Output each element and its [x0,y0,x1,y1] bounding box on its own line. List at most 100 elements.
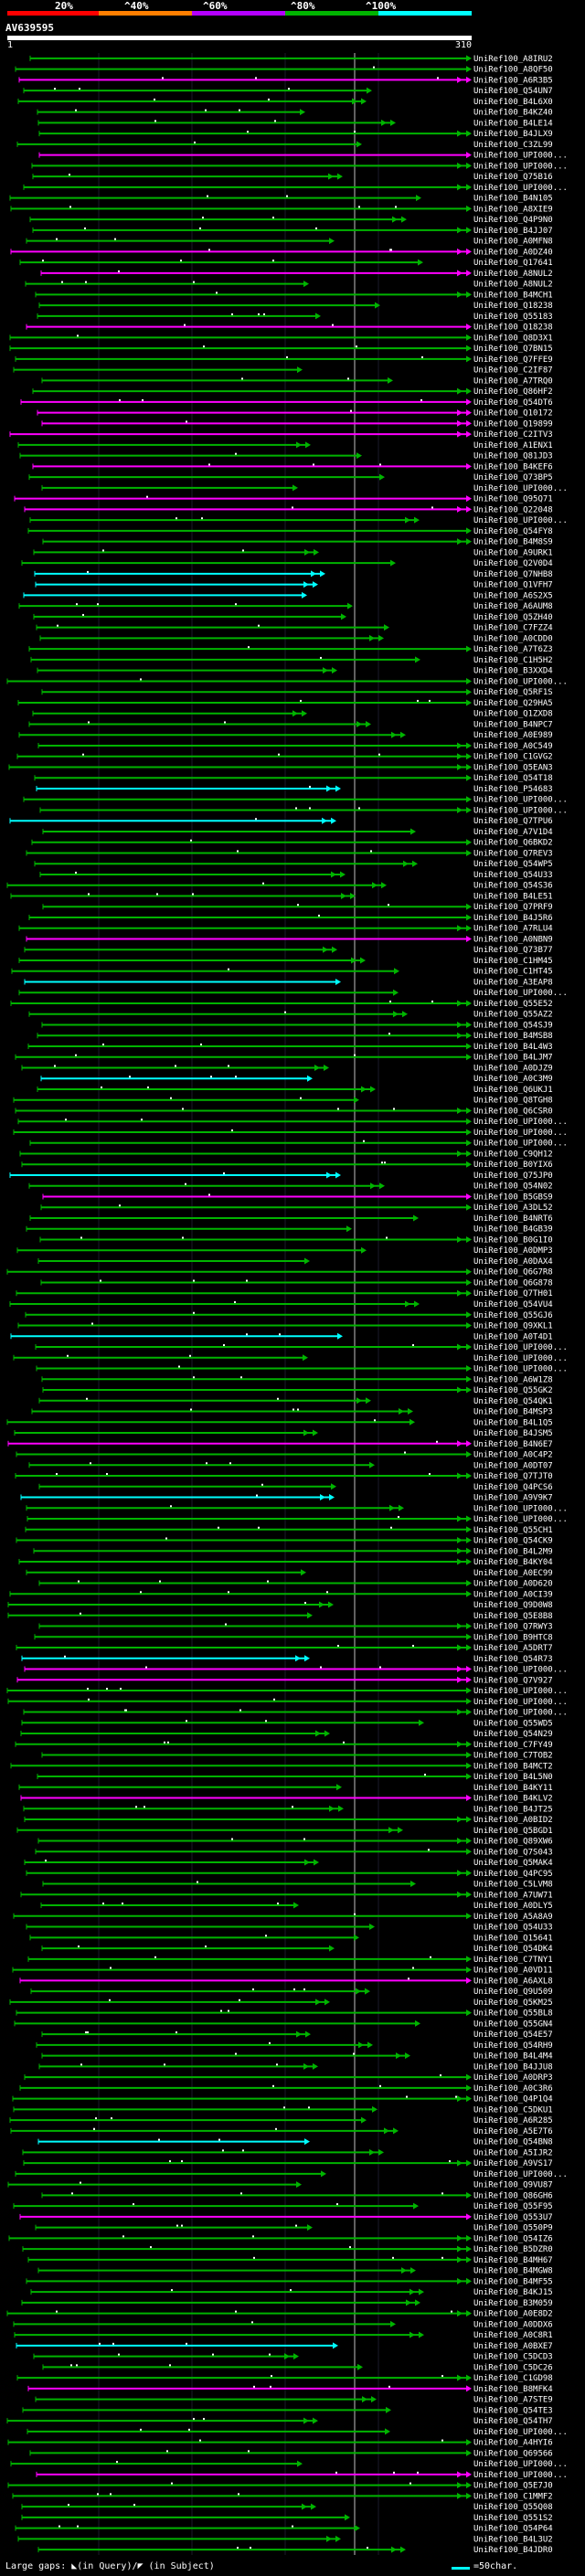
hit-label[interactable]: UniRef100_C2ITV3 [473,430,553,440]
hit-label[interactable]: UniRef100_A7UW71 [473,1891,553,1900]
hit-label[interactable]: UniRef100_Q7TH01 [473,1289,553,1299]
hit-row[interactable]: UniRef100_C1HM45 [18,957,553,966]
hit-row[interactable]: UniRef100_Q7TPU6 [9,817,553,826]
hit-row[interactable]: UniRef100_UPI000... [6,677,568,686]
hit-label[interactable]: UniRef100_B4MCT2 [473,1762,553,1771]
hit-row[interactable]: UniRef100_UPI000... [36,1365,568,1374]
hit-label[interactable]: UniRef100_Q54N02 [473,1182,553,1192]
hit-label[interactable]: UniRef100_UPI000... [473,1365,568,1374]
hit-row[interactable]: UniRef100_A9VS17 [23,2159,553,2168]
hit-row[interactable]: UniRef100_Q54N02 [28,1182,553,1192]
hit-row[interactable]: UniRef100_Q1VFH7 [35,581,553,590]
hit-label[interactable]: UniRef100_UPI000... [473,516,568,525]
hit-row[interactable]: UniRef100_A5E7T6 [10,2127,553,2136]
hit-row[interactable]: UniRef100_Q7NHB8 [34,570,553,579]
hit-row[interactable]: UniRef100_A0BXE7 [16,2342,553,2351]
hit-row[interactable]: UniRef100_C1H5H2 [30,656,553,665]
hit-row[interactable]: UniRef100_Q54DT6 [20,398,553,408]
hit-label[interactable]: UniRef100_A0CDD0 [473,634,553,643]
hit-label[interactable]: UniRef100_UPI000... [473,796,568,805]
hit-label[interactable]: UniRef100_Q5E7J0 [473,2482,553,2491]
hit-row[interactable]: UniRef100_C1HT45 [11,968,553,977]
hit-label[interactable]: UniRef100_B4JJU8 [473,2062,553,2072]
hit-row[interactable]: UniRef100_Q55WD5 [21,1719,553,1728]
hit-row[interactable]: UniRef100_Q6G7R8 [6,1268,553,1277]
hit-label[interactable]: UniRef100_UPI000... [473,2428,568,2437]
hit-row[interactable]: UniRef100_A9V9K7 [20,1494,553,1503]
hit-row[interactable]: UniRef100_A6W1Z8 [41,1375,553,1384]
hit-row[interactable]: UniRef100_B4N6E7 [7,1440,553,1449]
hit-label[interactable]: UniRef100_B4MSB8 [473,1032,553,1041]
hit-label[interactable]: UniRef100_C7FZZ4 [473,624,553,633]
hit-row[interactable]: UniRef100_P54683 [36,785,553,794]
hit-row[interactable]: UniRef100_B4JT25 [23,1805,553,1814]
hit-label[interactable]: UniRef100_Q1ZXD8 [473,710,553,719]
hit-label[interactable]: UniRef100_Q54IZ6 [473,2234,553,2243]
hit-row[interactable]: UniRef100_Q5RF1S [41,688,553,697]
hit-row[interactable]: UniRef100_Q29HA5 [17,699,553,708]
hit-label[interactable]: UniRef100_A0CI39 [473,1590,553,1599]
hit-label[interactable]: UniRef100_Q55AZ2 [473,1011,553,1020]
hit-label[interactable]: UniRef100_Q54QK1 [473,1397,553,1406]
hit-row[interactable]: UniRef100_Q54VU4 [9,1300,553,1309]
hit-row[interactable]: UniRef100_A7UW71 [20,1891,553,1900]
hit-label[interactable]: UniRef100_B4KJ15 [473,2288,553,2297]
hit-label[interactable]: UniRef100_A9URK1 [473,548,553,557]
hit-label[interactable]: UniRef100_Q54U33 [473,1924,553,1933]
hit-row[interactable]: UniRef100_A7TRQ0 [41,376,553,386]
hit-row[interactable]: UniRef100_Q553U7 [19,2213,553,2222]
hit-label[interactable]: UniRef100_B4KZ40 [473,109,553,118]
hit-row[interactable]: UniRef100_C3ZL99 [16,141,553,150]
hit-row[interactable]: UniRef100_Q7TJT0 [15,1472,553,1481]
hit-label[interactable]: UniRef100_A5A8A9 [473,1913,553,1922]
hit-label[interactable]: UniRef100_Q54TH7 [473,2417,553,2426]
hit-label[interactable]: UniRef100_A0E8D2 [473,2310,553,2319]
hit-label[interactable]: UniRef100_Q69566 [473,2449,553,2458]
hit-row[interactable]: UniRef100_Q8TGH8 [13,1097,553,1106]
hit-label[interactable]: UniRef100_Q553U7 [473,2213,553,2222]
hit-label[interactable]: UniRef100_UPI000... [473,2460,568,2469]
hit-row[interactable]: UniRef100_UPI000... [36,2471,568,2480]
hit-row[interactable]: UniRef100_Q75B16 [32,173,553,182]
hit-label[interactable]: UniRef100_Q7S043 [473,1848,553,1857]
hit-row[interactable]: UniRef100_B4MGW8 [37,2267,553,2276]
hit-label[interactable]: UniRef100_B4M8S9 [473,538,553,547]
hit-row[interactable]: UniRef100_Q4PC95 [26,1870,553,1879]
hit-row[interactable]: UniRef100_C5DC26 [42,2363,553,2372]
hit-label[interactable]: UniRef100_UPI000... [473,1504,568,1513]
hit-label[interactable]: UniRef100_Q54DT6 [473,398,553,408]
hit-row[interactable]: UniRef100_Q9VU87 [7,2181,553,2190]
hit-label[interactable]: UniRef100_Q54T18 [473,774,553,783]
hit-row[interactable]: UniRef100_B4KY11 [18,1784,553,1793]
hit-label[interactable]: UniRef100_A6R285 [473,2116,553,2125]
hit-label[interactable]: UniRef100_B4J5R6 [473,914,553,923]
hit-label[interactable]: UniRef100_A0DJZ9 [473,1064,553,1073]
hit-label[interactable]: UniRef100_Q54WP5 [473,860,553,869]
hit-row[interactable]: UniRef100_Q55F95 [13,2202,553,2211]
hit-label[interactable]: UniRef100_B4N6E7 [473,1440,553,1449]
hit-row[interactable]: UniRef100_Q15641 [29,1934,553,1943]
hit-label[interactable]: UniRef100_B4MGW8 [473,2267,553,2276]
hit-row[interactable]: UniRef100_Q73B77 [24,946,553,955]
hit-row[interactable]: UniRef100_Q18238 [26,323,553,333]
hit-row[interactable]: UniRef100_A0DLY5 [40,1902,553,1911]
hit-label[interactable]: UniRef100_UPI000... [473,1354,568,1363]
hit-row[interactable]: UniRef100_Q5ZH40 [33,613,553,622]
hit-label[interactable]: UniRef100_B4LE51 [473,892,553,901]
hit-label[interactable]: UniRef100_B0G1I0 [473,1235,553,1245]
hit-row[interactable]: UniRef100_A7T6Z3 [28,645,553,654]
hit-label[interactable]: UniRef100_B4JT25 [473,1805,553,1814]
hit-label[interactable]: UniRef100_Q5EAN3 [473,763,553,772]
hit-row[interactable]: UniRef100_Q54TE3 [22,2406,553,2415]
hit-label[interactable]: UniRef100_Q18238 [473,323,553,333]
hit-row[interactable]: UniRef100_A0DZ40 [10,248,553,257]
hit-label[interactable]: UniRef100_Q7NHB8 [473,570,553,579]
hit-label[interactable]: UniRef100_A7V1D4 [473,828,553,837]
hit-label[interactable]: UniRef100_Q54CK9 [473,1537,553,1546]
hit-label[interactable]: UniRef100_Q7REV3 [473,849,553,858]
hit-row[interactable]: UniRef100_A0CI39 [9,1590,553,1599]
hit-label[interactable]: UniRef100_B4L3U2 [473,2535,553,2544]
hit-row[interactable]: UniRef100_B4KJ15 [30,2288,553,2297]
hit-row[interactable]: UniRef100_Q7V927 [16,1676,553,1685]
hit-row[interactable]: UniRef100_A3DL52 [40,1203,553,1213]
